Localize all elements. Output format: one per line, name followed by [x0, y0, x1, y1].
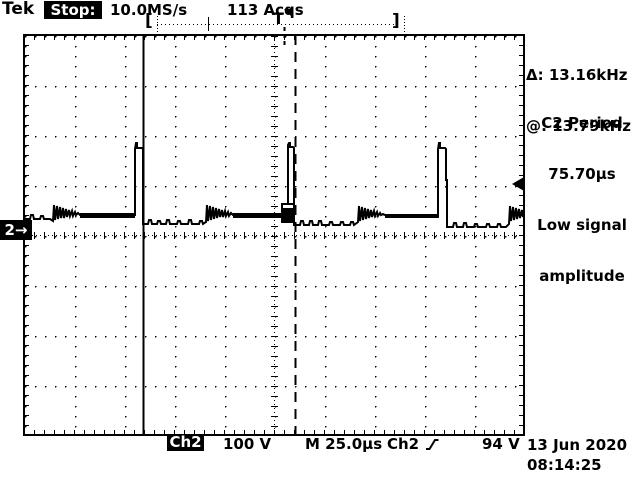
- acquisition-count: 113 Acqs: [227, 1, 304, 19]
- rising-edge-icon: [426, 439, 439, 450]
- sample-rate-readout: 10.0MS/s: [110, 1, 188, 19]
- brand-logo: Tek: [2, 0, 35, 19]
- acquisition-status-badge: Stop:: [44, 1, 102, 19]
- record-view-window-end: [404, 16, 405, 32]
- record-view-right-bracket: ]: [392, 11, 400, 31]
- date-readout: 13 Jun 2020: [527, 436, 628, 454]
- trigger-source-readout: Ch2: [387, 435, 420, 453]
- record-view-tick: [208, 17, 209, 31]
- cursor-delta-readout: Δ: 13.16kHz: [526, 66, 628, 84]
- measurement-warning-line1: Low signal: [537, 216, 627, 234]
- vertical-scale-readout: 100 V: [223, 435, 272, 453]
- record-view-window-start: [157, 16, 158, 32]
- timebase-readout: M 25.0µs: [305, 435, 383, 453]
- cursor-readout: Δ: 13.16kHz @: 13.79kHz: [526, 33, 638, 169]
- time-readout: 08:14:25: [527, 456, 602, 474]
- measurement-value: 75.70µs: [548, 165, 616, 183]
- trigger-position-arrow-icon: [284, 9, 291, 16]
- channel2-ground-marker: 2→: [0, 220, 32, 240]
- trigger-position-marker: T: [273, 9, 284, 28]
- channel2-badge: Ch2: [167, 434, 204, 451]
- record-view-left-bracket: [: [145, 11, 153, 31]
- trigger-level-readout: 94 V: [482, 435, 520, 453]
- cursor-at-readout: @: 13.79kHz: [526, 117, 631, 135]
- measurement-warning-line2: amplitude: [539, 267, 625, 285]
- graticule-center-horizontal-dots: [24, 235, 523, 236]
- record-view-bar: [157, 24, 395, 25]
- measurement-source: C2 Period: [541, 114, 623, 132]
- measurement-readout: C2 Period 75.70µs Low signal amplitude: [526, 81, 638, 319]
